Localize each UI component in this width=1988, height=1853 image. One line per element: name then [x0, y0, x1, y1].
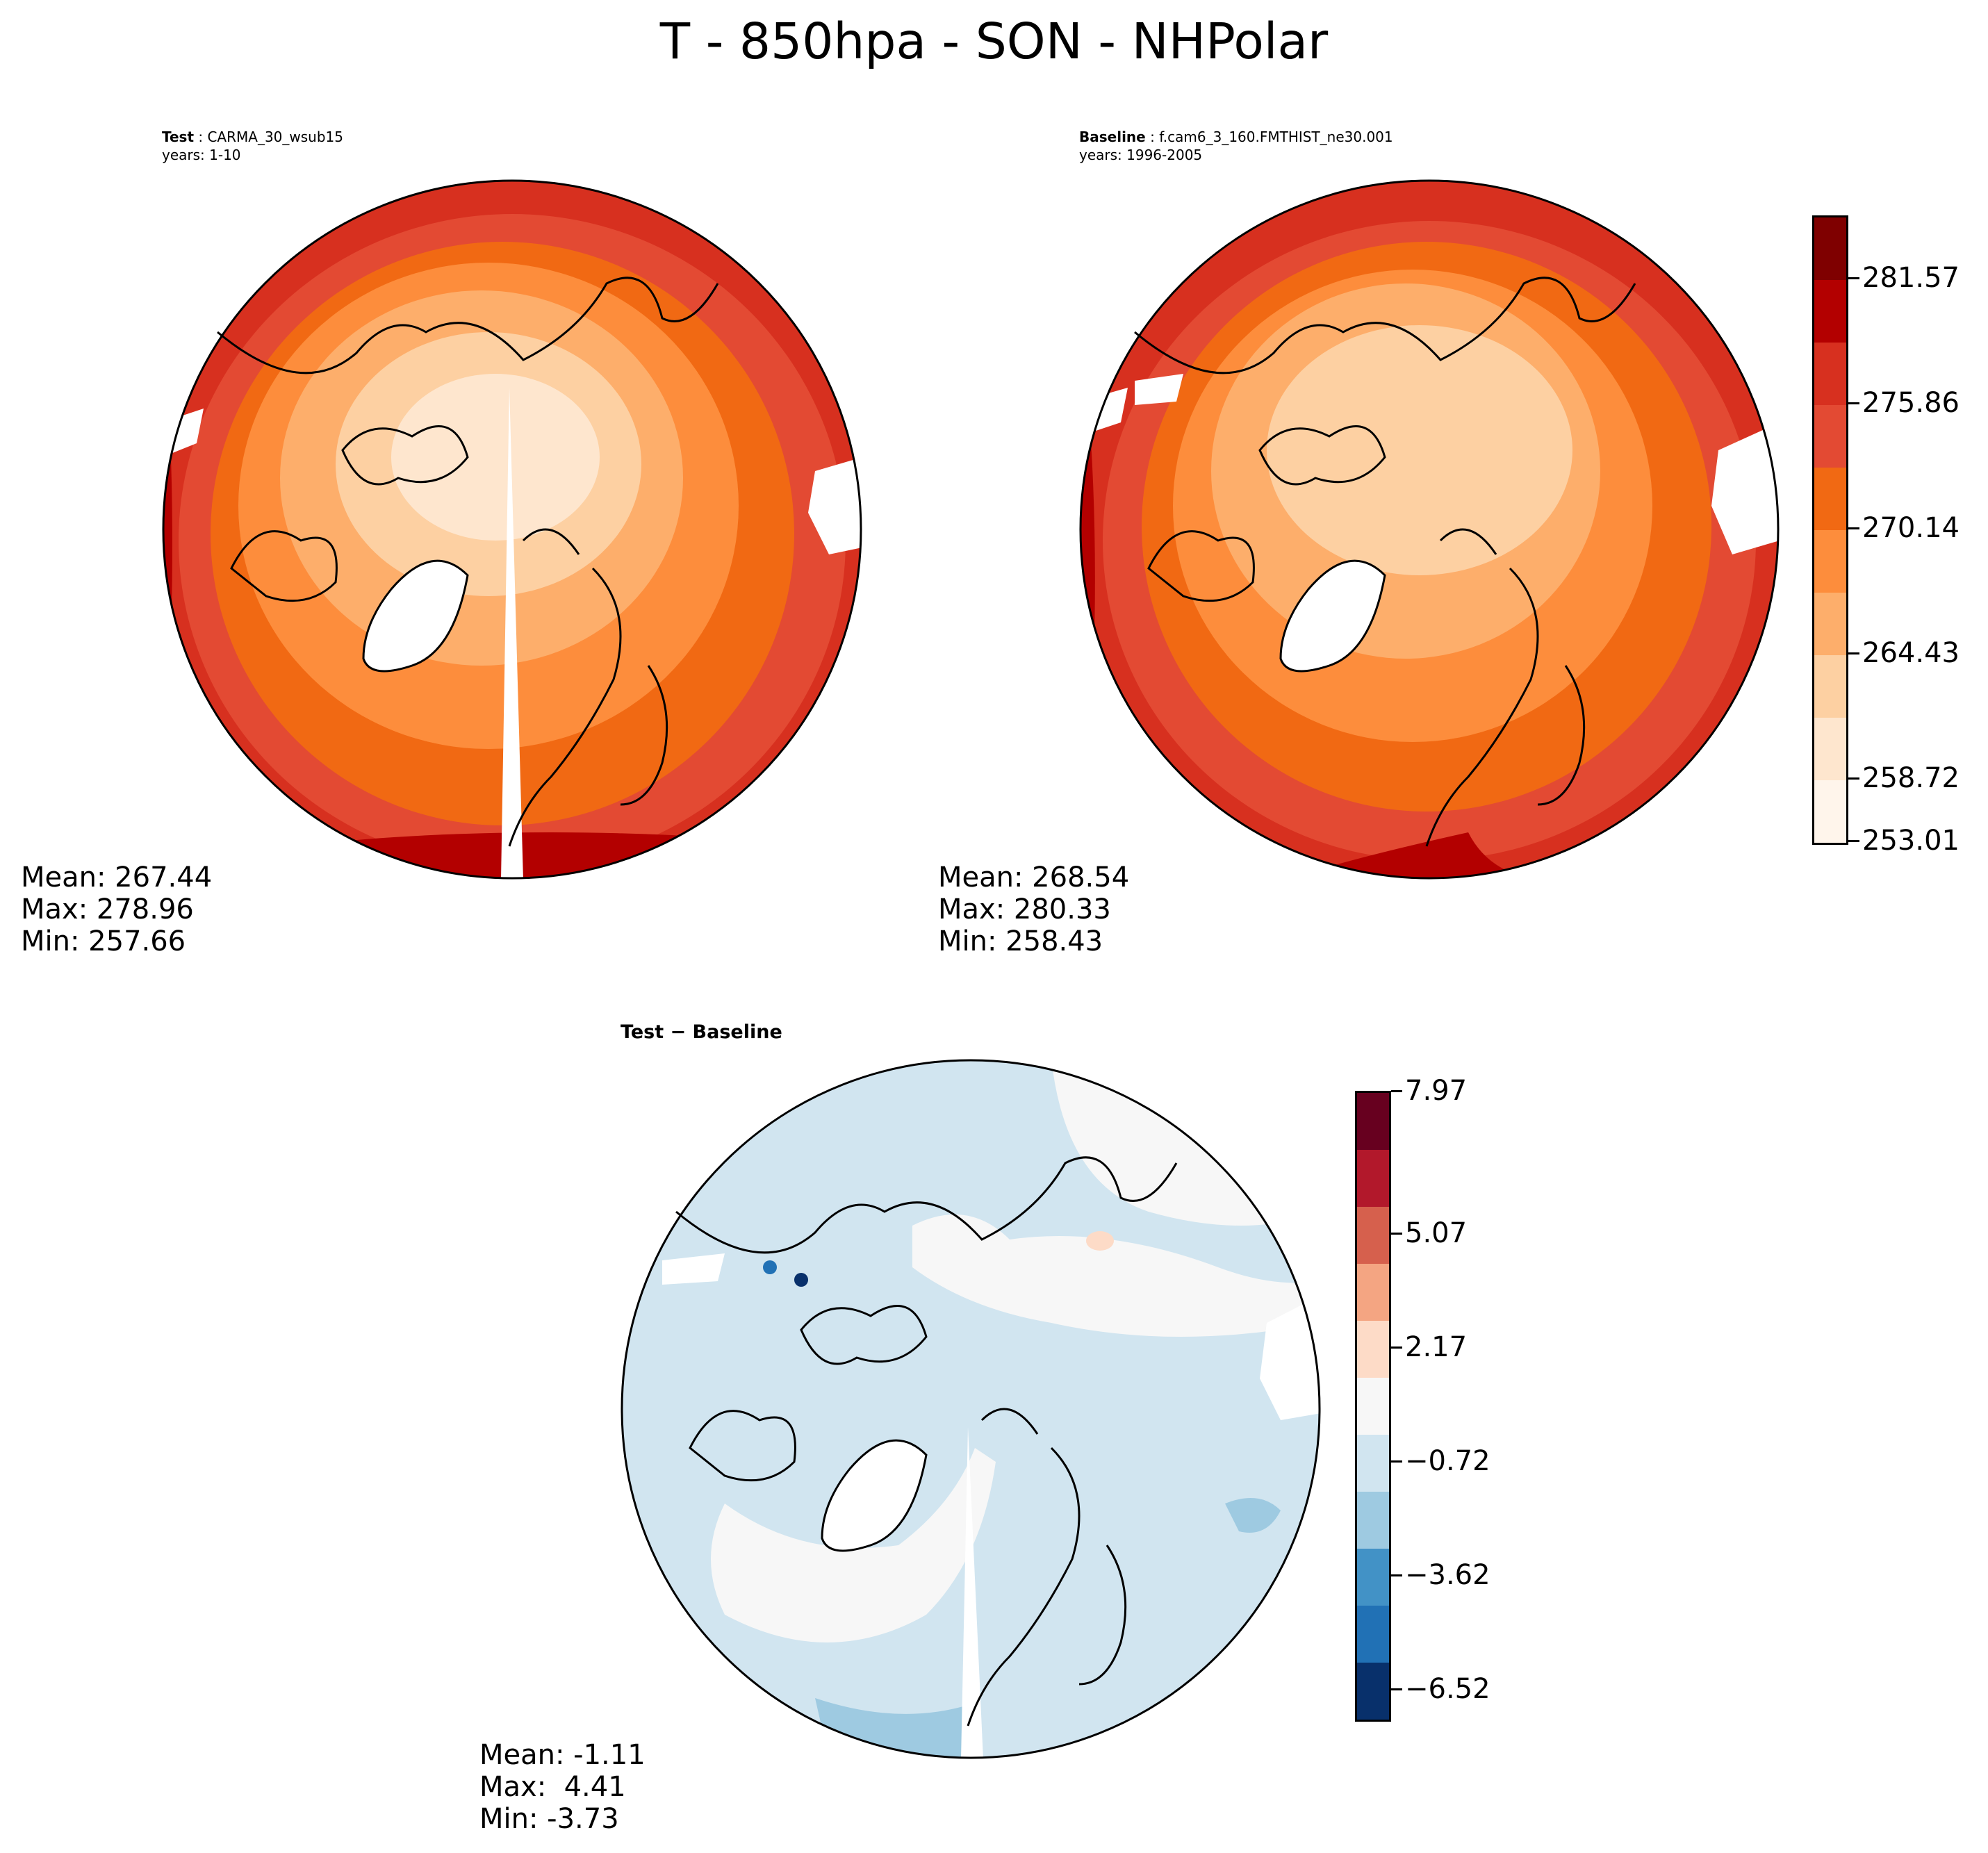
colorbar-main-tick-label: 281.57 — [1862, 262, 1960, 294]
colorbar-diff-tick — [1391, 1460, 1402, 1463]
colorbar-main — [1812, 215, 1848, 845]
baseline-map — [1079, 179, 1780, 880]
baseline-mean: Mean: 268.54 — [938, 862, 1130, 893]
colorbar-diff-band — [1357, 1492, 1389, 1549]
baseline-label-bold: Baseline — [1079, 129, 1146, 145]
colorbar-diff-tick-label: 7.97 — [1405, 1075, 1468, 1107]
colorbar-main-tick — [1848, 840, 1859, 842]
test-label-case: : CARMA_30_wsub15 — [194, 129, 343, 145]
colorbar-diff-band — [1357, 1606, 1389, 1663]
colorbar-main-tick — [1848, 652, 1859, 654]
colorbar-main-band — [1814, 593, 1846, 655]
colorbar-main-tick — [1848, 527, 1859, 529]
test-mean: Mean: 267.44 — [21, 862, 213, 893]
colorbar-main-tick-label: 270.14 — [1862, 512, 1960, 544]
baseline-max: Max: 280.33 — [938, 893, 1111, 925]
test-max: Max: 278.96 — [21, 893, 194, 925]
colorbar-diff-tick — [1391, 1090, 1402, 1092]
baseline-stats: Mean: 268.54 Max: 280.33 Min: 258.43 — [938, 862, 1129, 957]
test-panel-label: Test : CARMA_30_wsub15 years: 1-10 — [162, 128, 343, 164]
baseline-panel-label: Baseline : f.cam6_3_160.FMTHIST_ne30.001… — [1079, 128, 1393, 164]
figure-title: T - 850hpa - SON - NHPolar — [659, 13, 1329, 70]
colorbar-diff-band — [1357, 1663, 1389, 1720]
colorbar-diff-tick-label: 5.07 — [1405, 1217, 1468, 1249]
test-label-bold: Test — [162, 129, 195, 145]
colorbar-main-tick — [1848, 277, 1859, 279]
colorbar-main-band — [1814, 405, 1846, 468]
colorbar-main-band — [1814, 780, 1846, 843]
colorbar-main-band — [1814, 468, 1846, 530]
colorbar-diff-tick — [1391, 1346, 1402, 1349]
colorbar-main-tick-label: 264.43 — [1862, 637, 1960, 669]
colorbar-diff-tick-label: 2.17 — [1405, 1331, 1468, 1363]
colorbar-diff-band — [1357, 1435, 1389, 1492]
test-min: Min: 257.66 — [21, 925, 186, 957]
colorbar-diff-tick-label: −3.62 — [1405, 1559, 1490, 1591]
test-map — [162, 179, 862, 880]
colorbar-main-tick — [1848, 777, 1859, 780]
colorbar-main-band — [1814, 655, 1846, 718]
colorbar-main-tick — [1848, 402, 1859, 404]
diff-max: Max: 4.41 — [479, 1771, 626, 1803]
colorbar-main-band — [1814, 530, 1846, 593]
colorbar-main-band — [1814, 343, 1846, 405]
colorbar-main-tick-label: 258.72 — [1862, 762, 1960, 794]
colorbar-diff-tick-label: −0.72 — [1405, 1445, 1490, 1477]
colorbar-main-tick-label: 275.86 — [1862, 387, 1960, 419]
diff-map — [621, 1059, 1321, 1759]
colorbar-diff-band — [1357, 1264, 1389, 1321]
diff-mean: Mean: -1.11 — [479, 1739, 646, 1771]
diff-panel-title: Test − Baseline — [621, 1021, 782, 1043]
colorbar-diff-tick — [1391, 1688, 1402, 1690]
colorbar-diff — [1355, 1091, 1391, 1722]
baseline-years: years: 1996-2005 — [1079, 147, 1203, 163]
colorbar-diff-band — [1357, 1321, 1389, 1378]
colorbar-main-band — [1814, 718, 1846, 780]
test-coastlines — [217, 277, 719, 847]
test-stats: Mean: 267.44 Max: 278.96 Min: 257.66 — [21, 862, 212, 957]
baseline-label-case: : f.cam6_3_160.FMTHIST_ne30.001 — [1145, 129, 1393, 145]
baseline-coastlines — [1134, 277, 1636, 847]
colorbar-diff-band — [1357, 1093, 1389, 1150]
colorbar-main-tick-label: 253.01 — [1862, 825, 1960, 857]
colorbar-diff-tick — [1391, 1233, 1402, 1235]
colorbar-diff-band — [1357, 1150, 1389, 1207]
colorbar-diff-band — [1357, 1207, 1389, 1264]
colorbar-diff-tick — [1391, 1574, 1402, 1576]
colorbar-main-band — [1814, 217, 1846, 280]
baseline-min: Min: 258.43 — [938, 925, 1103, 957]
diff-coastlines — [675, 1156, 1178, 1727]
colorbar-main-band — [1814, 280, 1846, 343]
colorbar-diff-tick-label: −6.52 — [1405, 1673, 1490, 1705]
diff-stats: Mean: -1.11 Max: 4.41 Min: -3.73 — [479, 1739, 646, 1835]
colorbar-diff-band — [1357, 1378, 1389, 1435]
diff-min: Min: -3.73 — [479, 1803, 619, 1835]
colorbar-diff-band — [1357, 1549, 1389, 1606]
test-years: years: 1-10 — [162, 147, 241, 163]
